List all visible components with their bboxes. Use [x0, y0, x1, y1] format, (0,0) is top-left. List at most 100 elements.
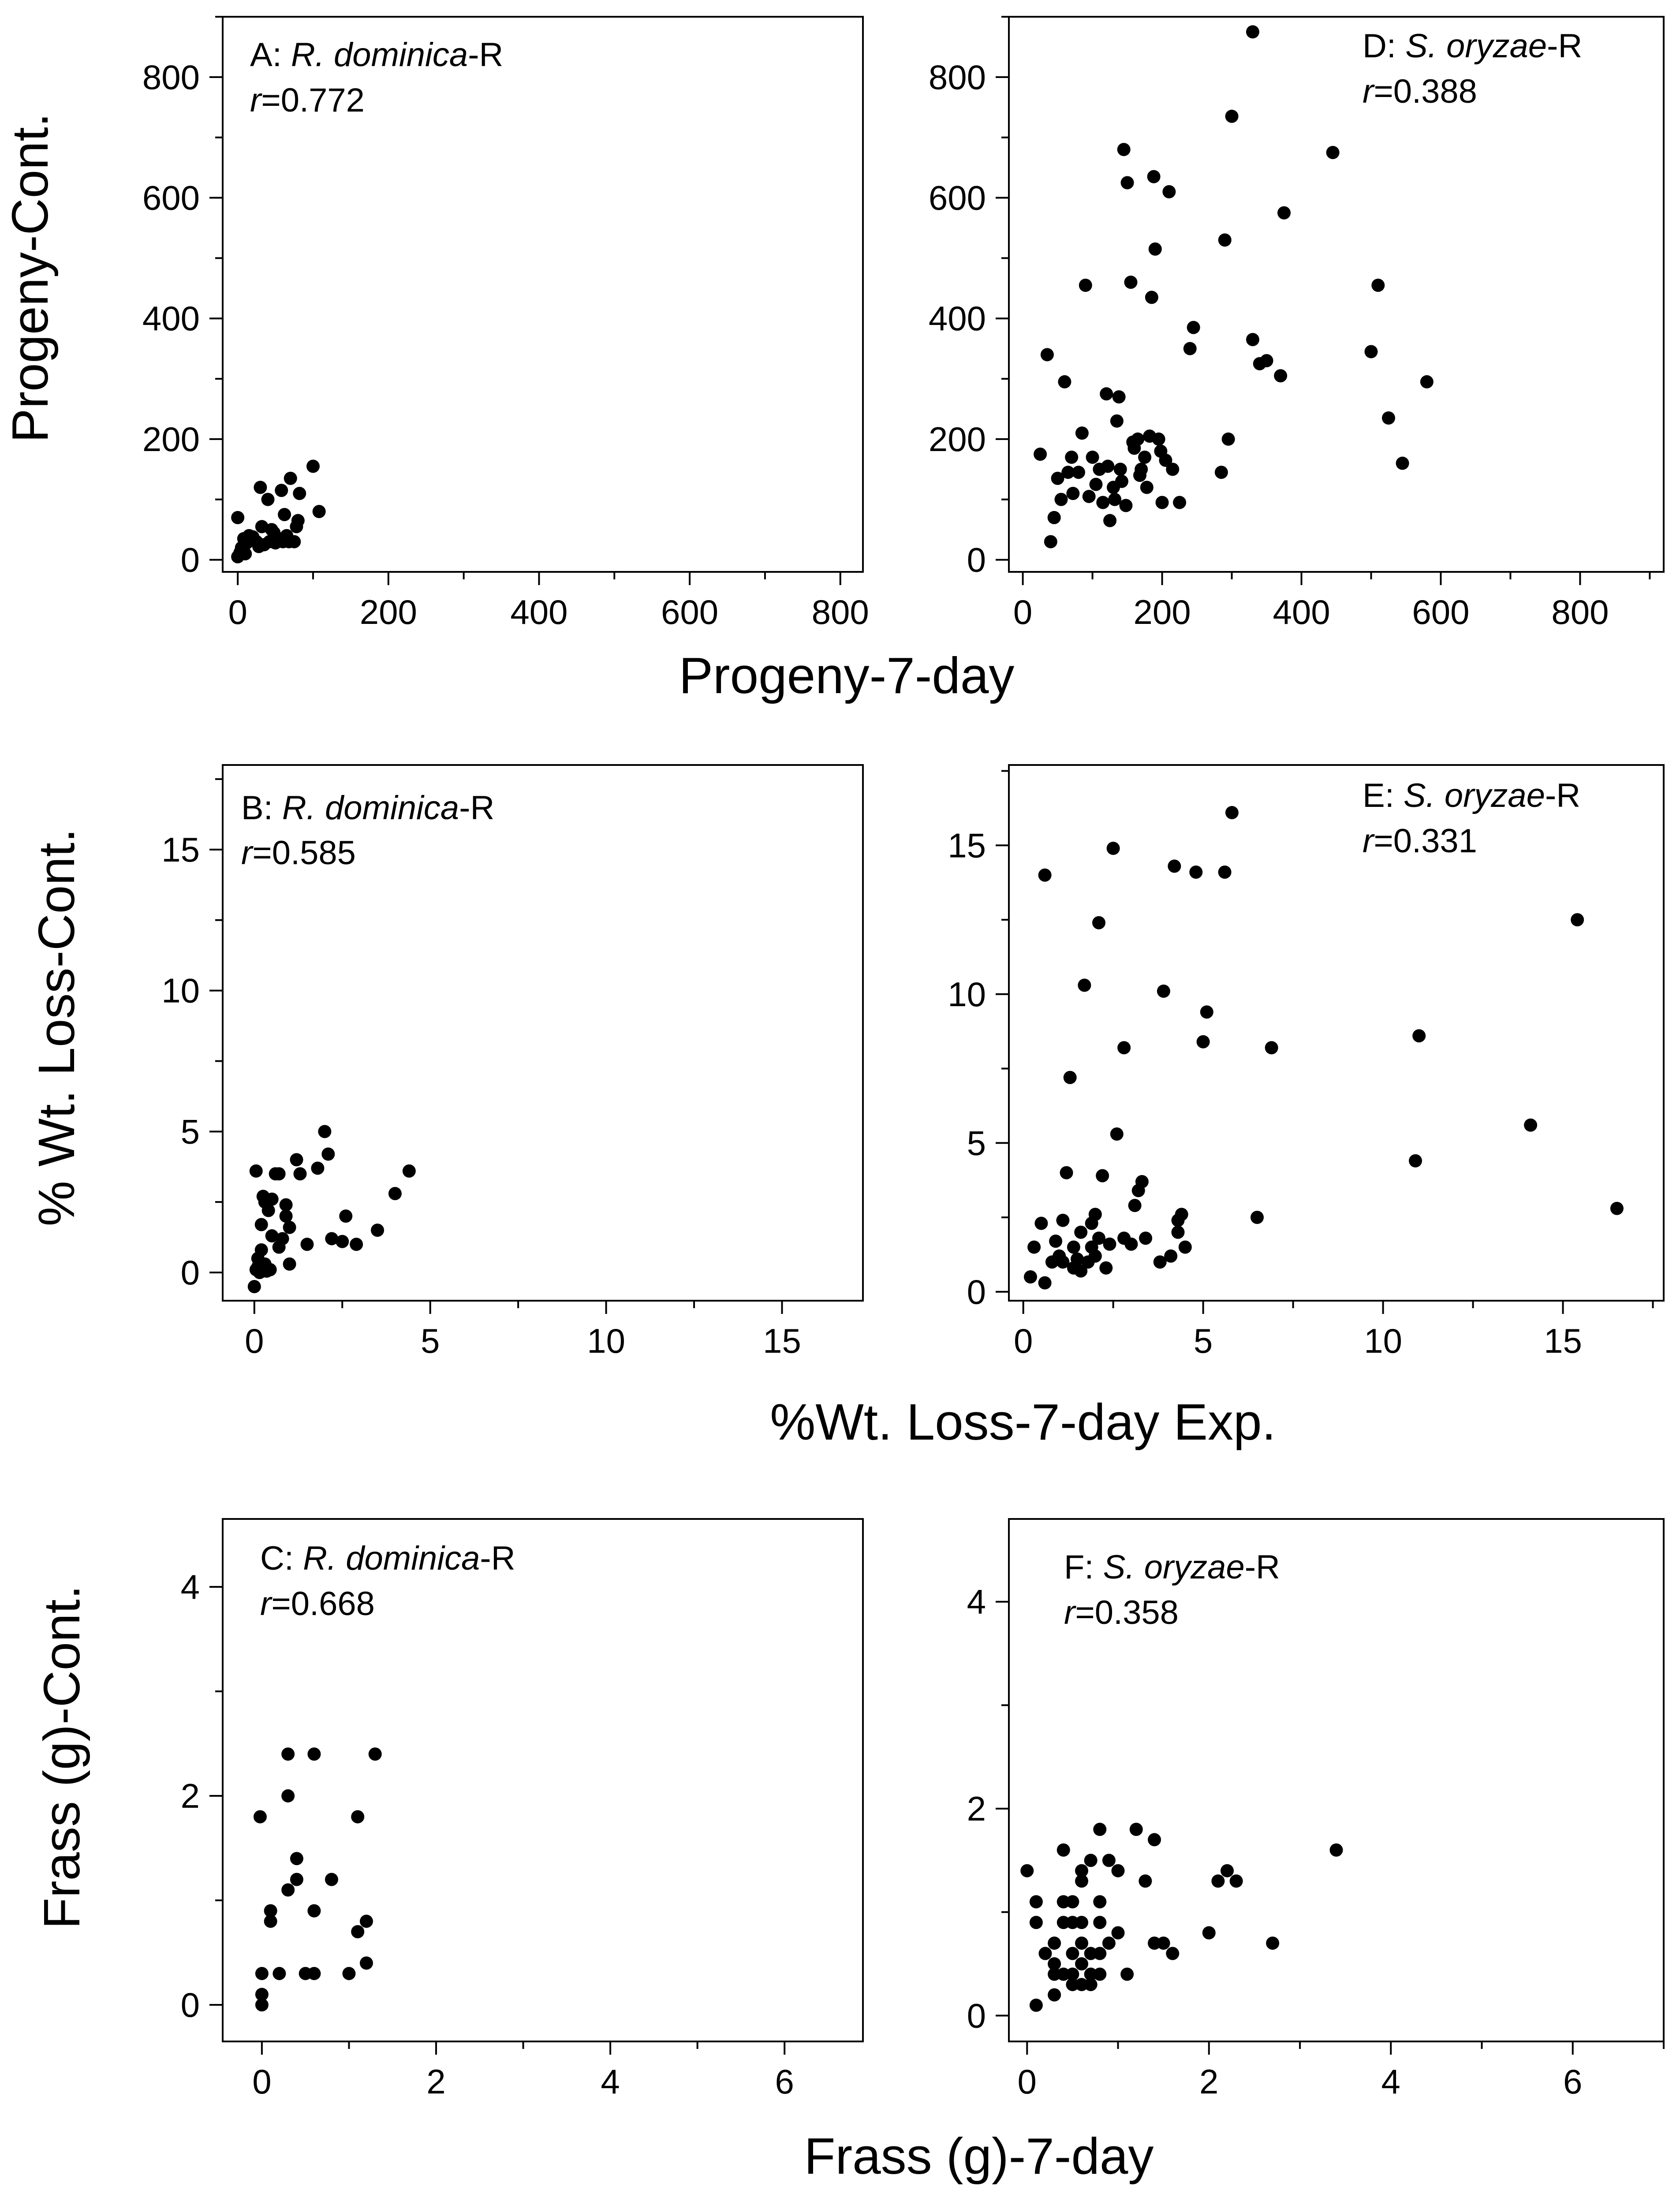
- data-point: [1571, 913, 1584, 926]
- data-point: [1027, 1240, 1041, 1254]
- data-point: [263, 1263, 277, 1276]
- y-tick-label: 200: [142, 420, 200, 459]
- data-point: [265, 1229, 279, 1243]
- panel-label: E: S. oryzae-R: [1363, 777, 1580, 814]
- data-point: [1221, 1864, 1234, 1877]
- data-point: [290, 1873, 303, 1886]
- data-point: [1113, 463, 1127, 476]
- data-point: [1140, 481, 1154, 494]
- data-point: [1054, 493, 1068, 506]
- plot-frame: [222, 16, 864, 573]
- data-point: [293, 1167, 307, 1181]
- panel-f: 0 2 4 6 0 2 4 F: S. oryzae-R r=0.358: [967, 1518, 1665, 2101]
- data-point: [283, 1257, 296, 1271]
- data-point: [1103, 514, 1117, 527]
- data-point: [247, 1280, 261, 1294]
- x-tick-label: 0: [252, 2062, 271, 2101]
- data-point: [1099, 1261, 1113, 1275]
- data-point: [1120, 176, 1134, 190]
- data-point: [287, 535, 301, 548]
- data-point: [272, 1167, 286, 1181]
- r-value: =0.585: [252, 834, 356, 872]
- y-tick-label: 0: [967, 541, 986, 579]
- data-point: [1029, 1998, 1043, 2012]
- data-point: [351, 1925, 365, 1939]
- data-point: [1168, 859, 1181, 873]
- data-point: [1129, 1822, 1143, 1836]
- y-tick-label: 0: [181, 1253, 200, 1292]
- panel-e: 0 5 10 15 0 5 10 15 E: S. oryzae-R r=0.331: [948, 764, 1665, 1360]
- x-tick-label: 0: [1014, 1321, 1033, 1360]
- y-tick-label: 15: [161, 830, 200, 869]
- data-point: [1078, 978, 1091, 992]
- data-point: [1152, 432, 1165, 446]
- data-point: [1221, 432, 1235, 446]
- data-point: [1246, 333, 1259, 347]
- data-point: [1178, 1240, 1192, 1254]
- data-point: [1139, 1874, 1152, 1888]
- data-point: [1120, 1967, 1134, 1981]
- data-point: [1084, 1967, 1098, 1981]
- data-point: [1075, 1916, 1088, 1929]
- data-point: [1066, 1978, 1079, 1991]
- y-axis-title-wtloss: % Wt. Loss-Cont.: [28, 828, 85, 1226]
- data-point: [1093, 1916, 1107, 1929]
- data-point: [1038, 1276, 1052, 1290]
- r-symbol: r: [1064, 1594, 1076, 1631]
- data-point: [311, 1161, 325, 1175]
- data-point: [278, 507, 291, 521]
- data-point: [402, 1164, 416, 1178]
- data-point: [1048, 1967, 1061, 1981]
- data-point: [1057, 1895, 1070, 1909]
- y-tick-label: 600: [142, 179, 200, 217]
- data-point: [342, 1966, 356, 1980]
- panel-label: A: R. dominica-R: [250, 36, 503, 74]
- data-point: [1115, 474, 1128, 488]
- data-point: [1124, 1237, 1138, 1251]
- correlation-label: r=0.388: [1363, 73, 1477, 110]
- data-point: [1034, 1216, 1048, 1230]
- data-point: [307, 1747, 321, 1761]
- data-point: [359, 1914, 373, 1928]
- y-tick-label: 0: [181, 541, 200, 579]
- data-point: [307, 1966, 321, 1980]
- r-symbol: r: [260, 1585, 273, 1623]
- panel-letter: C:: [260, 1540, 303, 1577]
- species-name: S. oryzae: [1405, 27, 1547, 65]
- data-point: [261, 1204, 275, 1217]
- correlation-label: r=0.668: [260, 1585, 375, 1623]
- data-point: [306, 459, 320, 473]
- data-point: [1196, 1035, 1210, 1048]
- data-point: [1075, 426, 1089, 440]
- data-point: [279, 1198, 293, 1212]
- data-point: [1048, 1937, 1061, 1950]
- data-point: [1029, 1895, 1043, 1909]
- data-point: [388, 1187, 402, 1200]
- x-tick-label: 0: [1013, 593, 1032, 631]
- data-point: [291, 514, 305, 527]
- data-point: [1075, 1978, 1088, 1991]
- y-tick-label: 4: [181, 1567, 200, 1606]
- data-point: [1225, 109, 1239, 123]
- data-point: [300, 1238, 314, 1251]
- x-tick-label: 2: [426, 2062, 445, 2101]
- data-point: [1100, 387, 1113, 401]
- data-point: [371, 1224, 385, 1237]
- data-point: [1329, 1843, 1343, 1857]
- data-point: [1148, 1833, 1161, 1847]
- data-point: [1093, 1895, 1107, 1909]
- r-value: =0.388: [1374, 73, 1477, 110]
- y-tick-label: 400: [929, 299, 986, 338]
- panel-letter: B:: [241, 789, 282, 827]
- data-point: [1183, 342, 1197, 355]
- correlation-label: r=0.331: [1363, 822, 1477, 860]
- x-tick-label: 5: [421, 1321, 440, 1360]
- data-point: [1020, 1864, 1034, 1877]
- strain-suffix: -R: [1245, 1548, 1280, 1586]
- data-point: [1063, 1071, 1077, 1084]
- x-tick-label: 0: [228, 593, 247, 631]
- data-point: [1135, 1175, 1149, 1188]
- data-point: [1066, 1947, 1079, 1960]
- data-point: [1066, 487, 1080, 500]
- species-name: R. dominica: [282, 789, 459, 827]
